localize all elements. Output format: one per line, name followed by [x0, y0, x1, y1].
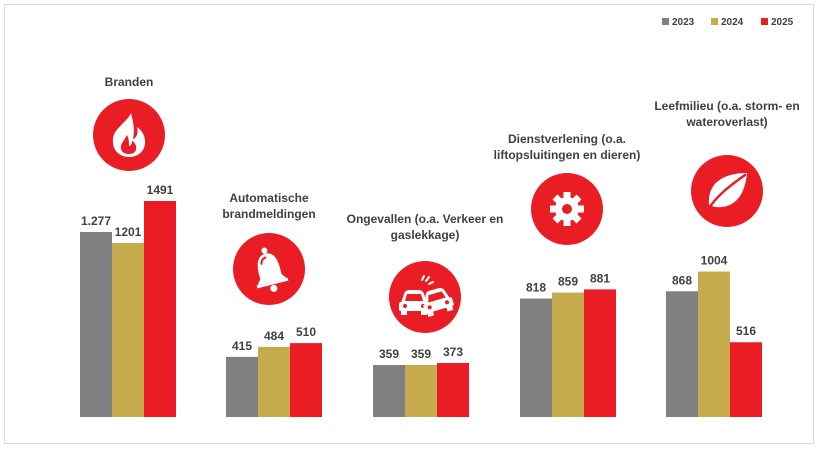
bar-2023-2 [226, 356, 258, 417]
bell-icon [233, 233, 305, 305]
car-crash-icon [389, 261, 461, 333]
value-label-2025-4: 881 [590, 271, 610, 285]
bar-2025-4 [584, 289, 616, 417]
legend-label-2025: 2025 [771, 17, 794, 28]
value-label-2023-5: 868 [672, 273, 692, 287]
gear-icon [531, 173, 603, 245]
bar-2024-4 [552, 292, 584, 417]
legend-swatch-2023 [662, 18, 669, 25]
category-label-1: Branden [105, 75, 154, 89]
bar-2025-2 [290, 343, 322, 417]
bar-chart: 2023 2024 2025 1.277 1201 1491 Branden 415 484 51… [80, 17, 800, 417]
value-label-2023-4: 818 [526, 280, 546, 294]
bar-2024-5 [698, 271, 730, 417]
bar-2024-2 [258, 346, 290, 417]
category-label-2: Automatische brandmeldingen [222, 191, 315, 221]
fire-icon [93, 99, 165, 171]
leaf-icon [691, 155, 763, 227]
value-label-2023-2: 415 [232, 339, 252, 353]
category-label-3: Ongevallen (o.a. Verkeer en gaslekkage) [347, 212, 504, 242]
value-label-2024-1: 1201 [115, 225, 142, 239]
category-label-5: Leefmilieu (o.a. storm- en wateroverlast) [654, 99, 799, 129]
bar-2023-1 [80, 232, 112, 417]
legend-label-2024: 2024 [721, 17, 744, 28]
bar-2025-5 [730, 342, 762, 417]
bar-2023-4 [520, 298, 552, 417]
legend-label-2023: 2023 [672, 17, 695, 28]
value-label-2025-3: 373 [443, 345, 463, 359]
category-label-4: Dienstverlening (o.a. liftopsluitingen en… [494, 132, 641, 162]
bar-2025-1 [144, 201, 176, 417]
value-label-2025-2: 510 [296, 325, 316, 339]
chart-frame: 2023 2024 2025 1.277 1201 1491 Branden 415 484 51… [4, 4, 814, 444]
value-label-2023-1: 1.277 [81, 214, 111, 228]
value-label-2024-3: 359 [411, 347, 431, 361]
legend-swatch-2024 [711, 18, 718, 25]
bar-2025-3 [437, 362, 469, 417]
value-label-2023-3: 359 [379, 347, 399, 361]
value-label-2024-5: 1004 [701, 254, 728, 268]
bar-2024-1 [112, 243, 144, 417]
value-label-2025-1: 1491 [147, 183, 174, 197]
value-label-2024-4: 859 [558, 275, 578, 289]
value-label-2025-5: 516 [736, 324, 756, 338]
bar-2024-3 [405, 364, 437, 417]
value-label-2024-2: 484 [264, 329, 284, 343]
legend-swatch-2025 [761, 18, 768, 25]
bar-2023-5 [666, 291, 698, 417]
bar-2023-3 [373, 364, 405, 417]
